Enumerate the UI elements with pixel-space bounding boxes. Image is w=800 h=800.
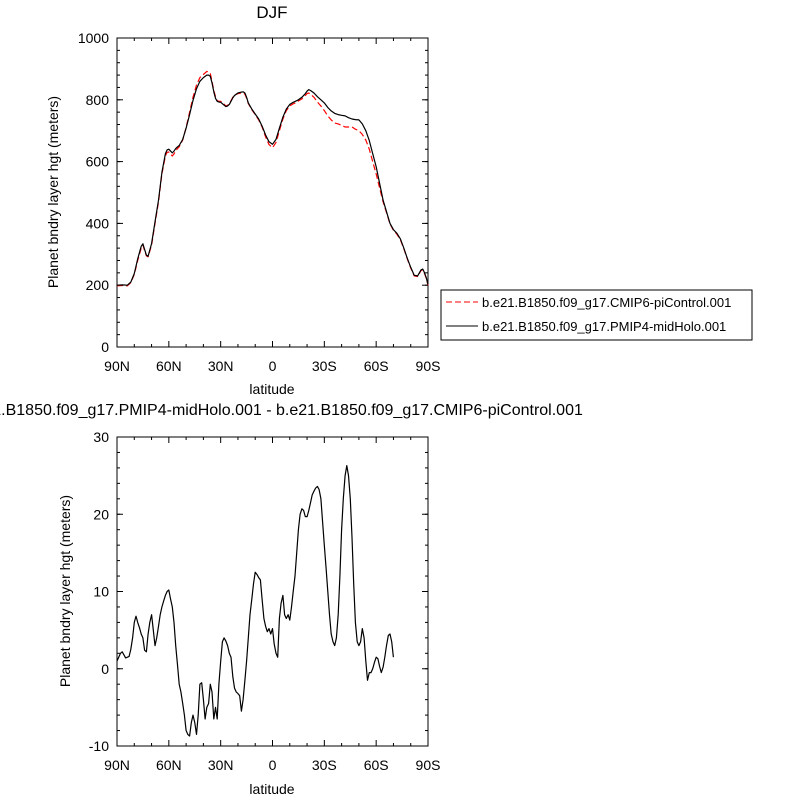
top-chart-title: DJF — [256, 3, 287, 22]
top-y-ticks: 0 200 400 600 800 1000 — [78, 30, 428, 355]
bottom-y-tick-label: 0 — [101, 661, 109, 677]
top-chart: DJF 90N 60N 30N 0 30S 60S 90S 0 200 400 600 800 100… — [45, 3, 440, 397]
bottom-x-tick-label: 0 — [269, 757, 277, 773]
top-x-axis-label: latitude — [249, 381, 294, 397]
bottom-x-tick-label: 90N — [104, 757, 130, 773]
bottom-y-tick-label: 20 — [93, 506, 109, 522]
top-x-tick-label: 30S — [312, 358, 337, 374]
legend: b.e21.B1850.f09_g17.CMIP6-piControl.001 … — [440, 289, 753, 341]
bottom-x-ticks: 90N 60N 30N 0 30S 60S 90S — [104, 437, 440, 773]
top-series-line-1 — [116, 74, 429, 286]
bottom-x-tick-label: 90S — [416, 757, 441, 773]
top-y-tick-label: 200 — [86, 277, 110, 293]
bottom-y-ticks: -10 0 10 20 30 — [89, 429, 428, 754]
top-x-tick-label: 60N — [156, 358, 182, 374]
top-y-tick-label: 600 — [86, 154, 110, 170]
top-y-tick-label: 800 — [86, 92, 110, 108]
bottom-series-lines — [116, 465, 394, 737]
top-series-lines — [116, 70, 429, 287]
top-x-ticks: 90N 60N 30N 0 30S 60S 90S — [104, 38, 440, 374]
bottom-series-line-0 — [116, 465, 394, 737]
bottom-chart-frame — [116, 436, 429, 747]
bottom-x-axis-label: latitude — [249, 781, 294, 797]
legend-box — [440, 289, 753, 341]
top-y-tick-label: 1000 — [78, 30, 109, 46]
top-x-tick-label: 60S — [364, 358, 389, 374]
bottom-y-tick-label: 10 — [93, 584, 109, 600]
top-x-tick-label: 30N — [208, 358, 234, 374]
top-x-tick-label: 0 — [269, 358, 277, 374]
bottom-chart-title: b.e21.B1850.f09_g17.PMIP4-midHolo.001 - … — [0, 402, 583, 419]
bottom-chart: b.e21.B1850.f09_g17.PMIP4-midHolo.001 - … — [0, 402, 583, 797]
bottom-x-tick-label: 60N — [156, 757, 182, 773]
top-x-tick-label: 90S — [416, 358, 441, 374]
bottom-y-tick-label: 30 — [93, 429, 109, 445]
bottom-y-axis-label: Planet bndry layer hgt (meters) — [57, 495, 73, 687]
legend-label-midholo: b.e21.B1850.f09_g17.PMIP4-midHolo.001 — [482, 319, 726, 334]
bottom-x-tick-label: 30N — [208, 757, 234, 773]
top-y-tick-label: 400 — [86, 215, 110, 231]
top-series-line-0 — [116, 70, 429, 287]
top-y-tick-label: 0 — [101, 339, 109, 355]
legend-label-picontrol: b.e21.B1850.f09_g17.CMIP6-piControl.001 — [482, 295, 731, 310]
bottom-x-tick-label: 30S — [312, 757, 337, 773]
bottom-y-tick-label: -10 — [89, 738, 109, 754]
bottom-x-tick-label: 60S — [364, 757, 389, 773]
top-x-tick-label: 90N — [104, 358, 130, 374]
top-y-axis-label: Planet bndry layer hgt (meters) — [45, 96, 61, 288]
